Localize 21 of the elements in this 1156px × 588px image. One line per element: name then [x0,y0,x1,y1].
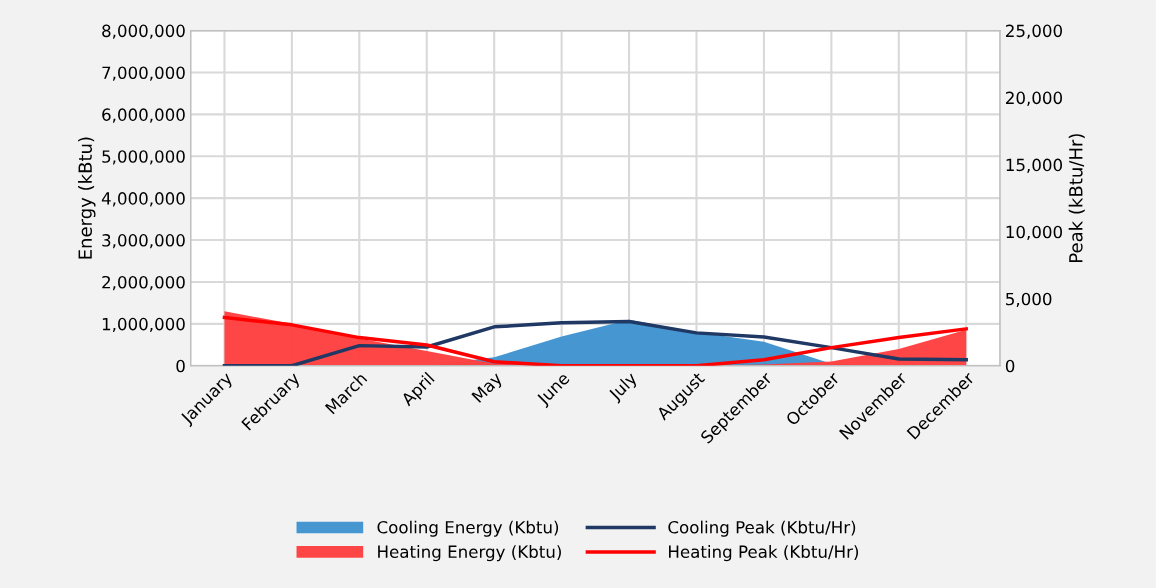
y-tick-label: 2,000,000 [102,275,185,291]
y-tick-label: 7,000,000 [102,66,185,81]
y2-tick-label: 25,000 [1006,24,1063,39]
legend-label: Heating Peak (Kbtu/Hr) [669,545,859,562]
y-tick-label: 8,000,000 [102,24,185,39]
legend-label: Cooling Energy (Kbtu) [377,520,559,537]
y2-tick-label: 0 [1005,359,1015,373]
y2-axis-title: Peak (kBtu/Hr) [1068,134,1085,262]
y2-tick-label: 5,000 [1006,292,1052,307]
y-tick-label: 4,000,000 [101,192,185,207]
y2-tick-label: 15,000 [1006,158,1063,173]
legend-label: Cooling Peak (Kbtu/Hr) [668,520,856,537]
y-axis-title: Energy (kBtu) [78,137,96,259]
y-tick-label: 3,000,000 [102,234,185,249]
y-tick-label: 5,000,000 [102,150,185,165]
y2-tick-label: 10,000 [1006,225,1063,240]
legend-label: Heating Energy (Kbtu) [378,545,561,562]
y-tick-label: 0 [176,359,185,373]
y-tick-label: 6,000,000 [102,108,185,123]
y-tick-label: 1,000,000 [102,317,185,333]
y2-tick-label: 20,000 [1006,91,1063,106]
